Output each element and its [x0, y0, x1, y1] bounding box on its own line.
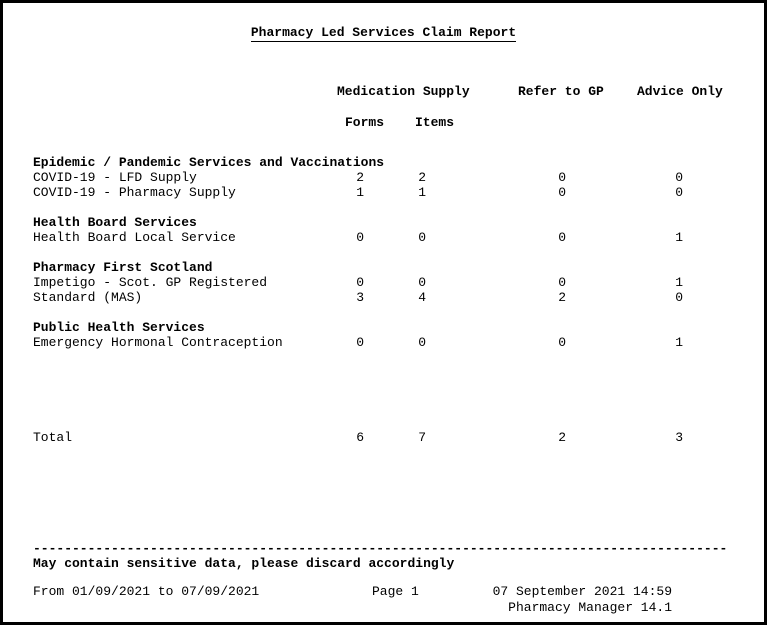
- page-number: Page 1: [372, 584, 419, 599]
- items-value: 0: [418, 335, 426, 350]
- items-value: 0: [418, 230, 426, 245]
- footer-separator: ----------------------------------------…: [33, 541, 728, 556]
- forms-value: 6: [356, 430, 364, 445]
- forms-value: 3: [356, 290, 364, 305]
- report-title: Pharmacy Led Services Claim Report: [250, 25, 517, 42]
- items-value: 7: [418, 430, 426, 445]
- items-value: 0: [418, 275, 426, 290]
- sensitive-data-notice: May contain sensitive data, please disca…: [33, 556, 455, 571]
- col-header-advice-only: Advice Only: [637, 84, 723, 99]
- section-header: Pharmacy First Scotland: [3, 260, 764, 275]
- service-row: Standard (MAS) 3 4 2 0: [3, 290, 764, 305]
- forms-value: 1: [356, 185, 364, 200]
- service-row-label: COVID-19 - LFD Supply: [33, 170, 197, 185]
- refer-value: 2: [558, 290, 566, 305]
- col-header-refer-to-gp: Refer to GP: [518, 84, 604, 99]
- section-header: Public Health Services: [3, 320, 764, 335]
- refer-value: 0: [558, 185, 566, 200]
- service-row-label: Health Board Local Service: [33, 230, 236, 245]
- service-row-label: Impetigo - Scot. GP Registered: [33, 275, 268, 290]
- forms-value: 0: [356, 335, 364, 350]
- forms-value: 2: [356, 170, 364, 185]
- service-row: Emergency Hormonal Contraception 0 0 0 1: [3, 335, 764, 350]
- advice-value: 3: [675, 430, 683, 445]
- software-version: Pharmacy Manager 14.1: [508, 600, 672, 615]
- total-row-label: Total: [33, 430, 73, 445]
- service-row-label: COVID-19 - Pharmacy Supply: [33, 185, 236, 200]
- refer-value: 2: [558, 430, 566, 445]
- items-value: 1: [418, 185, 426, 200]
- section-header-label: Epidemic / Pandemic Services and Vaccina…: [33, 155, 385, 170]
- report-datetime: 07 September 2021 14:59: [492, 584, 672, 599]
- col-header-items: Items: [415, 115, 455, 130]
- refer-value: 0: [558, 170, 566, 185]
- forms-value: 0: [356, 230, 364, 245]
- col-header-medication-supply: Medication Supply: [337, 84, 470, 99]
- report-title-row: Pharmacy Led Services Claim Report: [3, 25, 764, 42]
- advice-value: 1: [675, 230, 683, 245]
- advice-value: 1: [675, 335, 683, 350]
- service-row: COVID-19 - Pharmacy Supply 1 1 0 0: [3, 185, 764, 200]
- refer-value: 0: [558, 275, 566, 290]
- items-value: 2: [418, 170, 426, 185]
- advice-value: 0: [675, 170, 683, 185]
- section-header-label: Health Board Services: [33, 215, 197, 230]
- refer-value: 0: [558, 335, 566, 350]
- section-header-label: Public Health Services: [33, 320, 205, 335]
- col-header-forms: Forms: [345, 115, 385, 130]
- service-row: Health Board Local Service 0 0 0 1: [3, 230, 764, 245]
- advice-value: 1: [675, 275, 683, 290]
- section-header-label: Pharmacy First Scotland: [33, 260, 213, 275]
- service-row: Impetigo - Scot. GP Registered 0 0 0 1: [3, 275, 764, 290]
- service-row-label: Emergency Hormonal Contraception: [33, 335, 283, 350]
- section-header: Health Board Services: [3, 215, 764, 230]
- service-row-label: Standard (MAS): [33, 290, 143, 305]
- date-range: From 01/09/2021 to 07/09/2021: [33, 584, 260, 599]
- forms-value: 0: [356, 275, 364, 290]
- advice-value: 0: [675, 290, 683, 305]
- total-row: Total 6 7 2 3: [3, 430, 764, 445]
- service-row: COVID-19 - LFD Supply 2 2 0 0: [3, 170, 764, 185]
- section-header: Epidemic / Pandemic Services and Vaccina…: [3, 155, 764, 170]
- advice-value: 0: [675, 185, 683, 200]
- refer-value: 0: [558, 230, 566, 245]
- items-value: 4: [418, 290, 426, 305]
